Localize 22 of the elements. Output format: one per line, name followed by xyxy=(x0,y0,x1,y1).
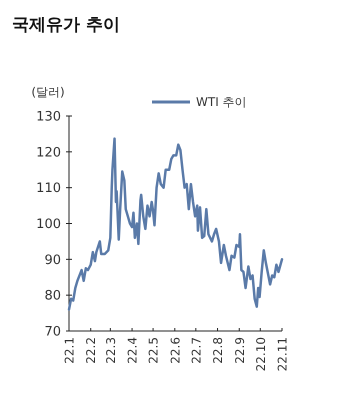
y-tick-label: 70 xyxy=(44,324,61,340)
y-axis-title: (달러) xyxy=(31,85,65,99)
x-tick-label: 22.9 xyxy=(232,337,247,364)
y-tick-label: 110 xyxy=(36,181,61,196)
x-tick-label: 22.8 xyxy=(211,337,226,364)
x-tick-label: 22.11 xyxy=(276,337,290,372)
x-tick-label: 22.5 xyxy=(146,337,161,364)
x-tick-label: 22.7 xyxy=(189,337,204,364)
x-tick-label: 22.10 xyxy=(254,337,268,372)
x-tick-label: 22.3 xyxy=(104,337,118,364)
y-tick-label: 120 xyxy=(36,145,61,160)
y-tick-label: 100 xyxy=(36,217,61,232)
legend-label: WTI 추이 xyxy=(196,95,247,109)
x-tick-label: 22.6 xyxy=(168,337,182,364)
y-tick-label: 90 xyxy=(44,252,61,268)
x-tick-label: 22.1 xyxy=(62,337,76,364)
x-tick-label: 22.2 xyxy=(84,337,98,364)
x-tick-label: 22.4 xyxy=(126,337,140,364)
line-series xyxy=(68,137,284,311)
y-tick-label: 80 xyxy=(44,288,61,304)
y-tick-label: 130 xyxy=(36,110,61,124)
chart-title: 국제유가 추이 xyxy=(12,15,120,35)
